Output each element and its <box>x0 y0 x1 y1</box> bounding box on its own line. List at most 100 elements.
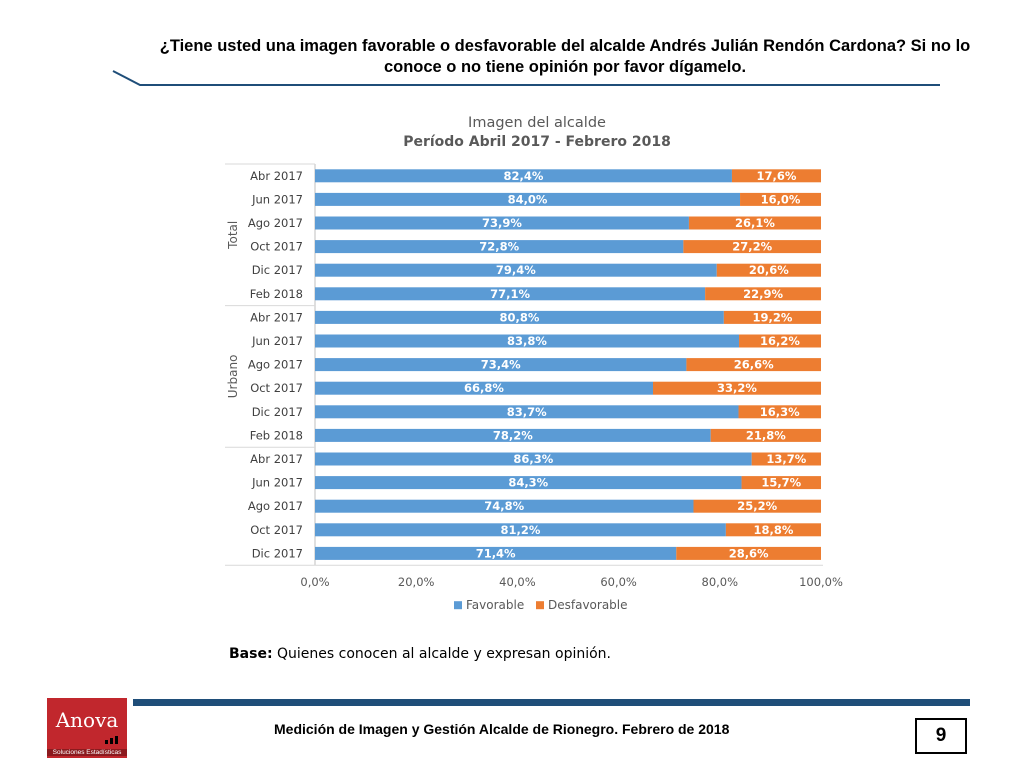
data-label-desfavorable: 19,2% <box>752 310 792 324</box>
category-label: Jun 2017 <box>251 334 303 348</box>
category-label: Ago 2017 <box>248 499 303 513</box>
bar-favorable <box>315 452 752 466</box>
anova-logo: Anova Soluciones Estadísticas <box>47 698 127 758</box>
category-label: Ago 2017 <box>248 216 303 230</box>
bar-chart: Imagen del alcalde Período Abril 2017 - F… <box>225 115 843 612</box>
bar-favorable <box>315 240 684 254</box>
category-label: Dic 2017 <box>252 405 303 419</box>
bar-desfavorable <box>751 452 821 466</box>
footer-text: Medición de Imagen y Gestión Alcalde de … <box>274 721 730 737</box>
chart-title: Imagen del alcalde <box>468 115 606 131</box>
bar-favorable <box>315 192 741 206</box>
data-label-desfavorable: 16,0% <box>761 192 801 206</box>
base-label: Base: <box>229 646 273 662</box>
bar-favorable <box>315 499 694 513</box>
data-label-favorable: 83,7% <box>507 405 547 419</box>
category-label: Feb 2018 <box>250 428 303 442</box>
bar-favorable <box>315 169 732 183</box>
bar-desfavorable <box>676 546 821 560</box>
legend-swatch-desfavorable <box>536 601 544 610</box>
data-label-desfavorable: 33,2% <box>717 381 757 395</box>
bar-desfavorable <box>731 169 821 183</box>
data-label-desfavorable: 25,2% <box>737 499 777 513</box>
category-label: Abr 2017 <box>250 169 303 183</box>
bar-favorable <box>315 358 687 372</box>
bar-desfavorable <box>738 405 821 419</box>
data-label-desfavorable: 16,2% <box>760 334 800 348</box>
legend-swatch-favorable <box>454 601 462 610</box>
bar-desfavorable <box>683 240 821 254</box>
page-number: 9 <box>915 718 967 754</box>
data-label-desfavorable: 18,8% <box>753 523 793 537</box>
category-label: Abr 2017 <box>250 310 303 324</box>
x-tick-label: 100,0% <box>799 575 843 589</box>
bar-desfavorable <box>740 192 821 206</box>
data-label-favorable: 72,8% <box>479 240 519 254</box>
data-label-favorable: 81,2% <box>500 523 540 537</box>
x-tick-label: 0,0% <box>300 575 329 589</box>
bar-desfavorable <box>686 358 821 372</box>
data-label-favorable: 84,3% <box>508 476 548 490</box>
category-label: Jun 2017 <box>251 476 303 490</box>
chart-subtitle: Período Abril 2017 - Febrero 2018 <box>403 134 671 150</box>
base-note: Base: Quienes conocen al alcalde y expre… <box>229 646 611 662</box>
category-label: Feb 2018 <box>250 287 303 301</box>
bar-favorable <box>315 216 689 230</box>
group-label: Total <box>226 221 240 250</box>
logo-subtitle: Soluciones Estadísticas <box>47 749 127 756</box>
bar-desfavorable <box>688 216 821 230</box>
legend-label-favorable: Favorable <box>466 598 524 612</box>
bar-favorable <box>315 334 740 348</box>
question-title: ¿Tiene usted una imagen favorable o desf… <box>159 37 971 76</box>
data-label-desfavorable: 26,1% <box>735 216 775 230</box>
group-label: Urbano <box>226 355 240 399</box>
bar-favorable <box>315 381 654 395</box>
data-label-favorable: 79,4% <box>496 263 536 277</box>
bar-favorable <box>315 546 677 560</box>
data-label-favorable: 73,9% <box>482 216 522 230</box>
data-label-favorable: 77,1% <box>490 287 530 301</box>
bar-favorable <box>315 263 717 277</box>
data-label-desfavorable: 17,6% <box>757 169 797 183</box>
x-tick-label: 40,0% <box>499 575 536 589</box>
bar-desfavorable <box>710 428 821 442</box>
data-label-desfavorable: 28,6% <box>729 546 769 560</box>
bar-desfavorable <box>653 381 821 395</box>
data-label-favorable: 73,4% <box>481 358 521 372</box>
data-label-favorable: 66,8% <box>464 381 504 395</box>
bar-desfavorable <box>693 499 821 513</box>
data-label-desfavorable: 16,3% <box>760 405 800 419</box>
logo-name: Anova <box>55 708 119 732</box>
bar-favorable <box>315 428 711 442</box>
bar-desfavorable <box>725 523 821 537</box>
data-label-favorable: 82,4% <box>504 169 544 183</box>
base-text: Quienes conocen al alcalde y expresan op… <box>277 646 611 662</box>
category-label: Dic 2017 <box>252 263 303 277</box>
category-label: Jun 2017 <box>251 192 303 206</box>
category-label: Oct 2017 <box>250 381 303 395</box>
bar-favorable <box>315 287 706 301</box>
data-label-favorable: 80,8% <box>499 310 539 324</box>
bar-desfavorable <box>705 287 821 301</box>
data-label-favorable: 83,8% <box>507 334 547 348</box>
data-label-favorable: 74,8% <box>484 499 524 513</box>
data-label-desfavorable: 20,6% <box>749 263 789 277</box>
bar-favorable <box>315 523 726 537</box>
data-label-favorable: 78,2% <box>493 428 533 442</box>
bar-desfavorable <box>741 476 821 490</box>
x-tick-label: 20,0% <box>398 575 435 589</box>
data-label-desfavorable: 22,9% <box>743 287 783 301</box>
x-tick-label: 60,0% <box>600 575 637 589</box>
category-label: Abr 2017 <box>250 452 303 466</box>
data-label-favorable: 86,3% <box>513 452 553 466</box>
bar-favorable <box>315 476 742 490</box>
data-label-desfavorable: 26,6% <box>734 358 774 372</box>
category-label: Oct 2017 <box>250 240 303 254</box>
data-label-desfavorable: 27,2% <box>732 240 772 254</box>
logo-bars-icon <box>105 736 118 744</box>
bar-desfavorable <box>716 263 821 277</box>
data-label-favorable: 84,0% <box>508 192 548 206</box>
data-label-desfavorable: 21,8% <box>746 428 786 442</box>
data-label-desfavorable: 15,7% <box>761 476 801 490</box>
category-label: Dic 2017 <box>252 546 303 560</box>
